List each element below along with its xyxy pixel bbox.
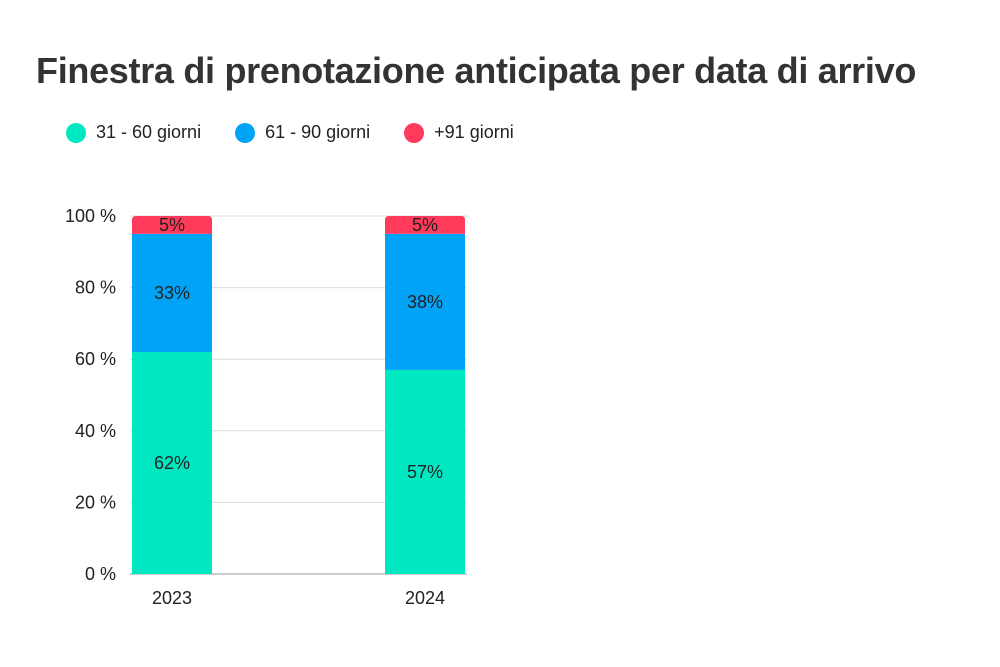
bar-segment (385, 369, 465, 574)
data-label: 5% (159, 215, 185, 235)
y-tick-label: 80 % (75, 278, 116, 298)
legend-item-31-60: 31 - 60 giorni (66, 122, 201, 143)
bar-segment (132, 352, 212, 574)
bar-segment (132, 216, 212, 234)
x-tick-label: 2024 (405, 588, 445, 608)
y-tick-label: 0 % (85, 564, 116, 584)
legend-label-91-plus: +91 giorni (434, 122, 514, 142)
chart-title: Finestra di prenotazione anticipata per … (36, 50, 917, 91)
y-tick-label: 60 % (75, 349, 116, 369)
data-label: 38% (407, 292, 443, 312)
bar-segment (385, 233, 465, 370)
y-tick-label: 40 % (75, 421, 116, 441)
legend-label-61-90: 61 - 90 giorni (265, 122, 371, 142)
legend: 31 - 60 giorni 61 - 90 giorni +91 giorni (66, 122, 548, 143)
data-label: 57% (407, 462, 443, 482)
y-tick-label: 20 % (75, 492, 116, 512)
data-label: 62% (154, 453, 190, 473)
x-tick-label: 2023 (152, 588, 192, 608)
legend-item-61-90: 61 - 90 giorni (235, 122, 370, 143)
y-tick-label: 100 % (65, 206, 116, 226)
bar-segment (132, 233, 212, 353)
legend-item-91-plus: +91 giorni (404, 122, 514, 143)
legend-label-31-60: 31 - 60 giorni (96, 122, 202, 142)
legend-swatch-91-plus (404, 122, 425, 143)
bar-segment (385, 216, 465, 234)
legend-swatch-61-90 (235, 122, 256, 143)
data-label: 5% (412, 215, 438, 235)
legend-swatch-31-60 (66, 122, 86, 143)
data-label: 33% (154, 283, 190, 303)
